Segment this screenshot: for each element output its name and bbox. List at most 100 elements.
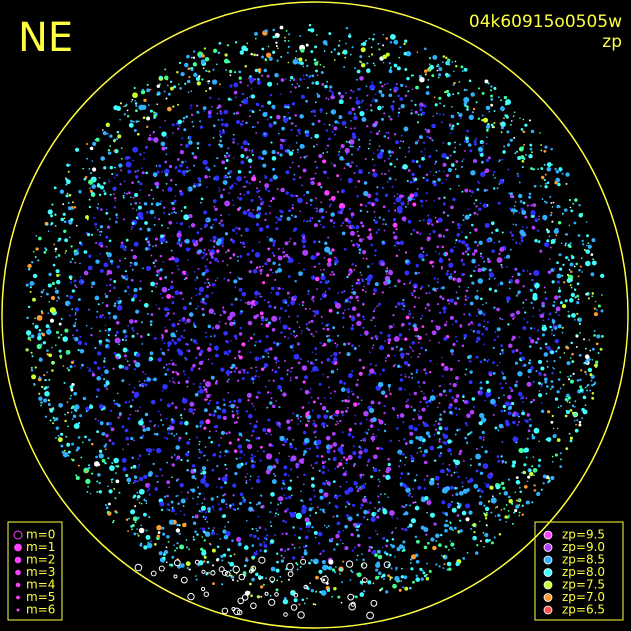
star <box>317 119 321 123</box>
star <box>549 195 552 199</box>
star <box>522 130 526 134</box>
star <box>190 297 193 299</box>
star <box>158 75 163 80</box>
star <box>203 497 206 500</box>
star <box>220 214 223 217</box>
star <box>140 524 143 527</box>
star <box>365 204 368 207</box>
star <box>90 172 93 175</box>
star <box>166 136 168 139</box>
star <box>77 464 80 467</box>
star <box>201 78 204 81</box>
star <box>580 257 583 259</box>
star <box>393 63 398 68</box>
star <box>208 249 210 252</box>
star <box>482 438 485 441</box>
star <box>227 521 230 524</box>
star <box>62 451 69 458</box>
star <box>233 182 236 185</box>
star <box>377 105 382 111</box>
star <box>455 561 460 567</box>
star <box>105 284 108 287</box>
star <box>412 202 417 207</box>
star <box>252 381 255 384</box>
star <box>532 295 538 301</box>
star <box>472 252 476 256</box>
star <box>107 148 111 152</box>
star <box>290 589 296 596</box>
star <box>283 472 288 477</box>
star <box>199 180 202 183</box>
star <box>305 447 308 450</box>
star <box>438 392 443 397</box>
star <box>360 221 363 225</box>
star <box>505 419 509 424</box>
star <box>298 271 303 277</box>
star <box>518 481 521 484</box>
star <box>482 303 484 306</box>
star <box>378 145 381 148</box>
star <box>530 338 535 344</box>
star <box>125 339 128 342</box>
star <box>131 398 134 402</box>
star <box>493 338 496 342</box>
star <box>393 336 400 342</box>
star <box>113 351 117 355</box>
star <box>257 501 261 505</box>
star <box>215 430 218 432</box>
star <box>178 124 181 127</box>
star <box>274 474 277 477</box>
star <box>386 82 389 85</box>
star <box>448 258 451 261</box>
star <box>212 564 215 567</box>
star <box>490 103 494 107</box>
star <box>148 453 150 456</box>
star <box>463 333 468 338</box>
star <box>230 371 233 374</box>
star <box>409 586 412 590</box>
star <box>427 79 430 81</box>
star <box>276 461 279 464</box>
star <box>58 322 62 326</box>
star <box>415 85 419 90</box>
star <box>358 487 360 490</box>
star <box>160 200 163 203</box>
star <box>410 554 417 560</box>
star <box>222 553 227 557</box>
star <box>277 132 280 135</box>
star <box>396 193 399 196</box>
star <box>272 379 275 382</box>
star <box>272 35 276 39</box>
star <box>399 477 402 479</box>
star <box>243 245 246 248</box>
star <box>308 321 311 324</box>
star <box>204 398 207 401</box>
star <box>312 145 316 148</box>
star <box>213 257 219 262</box>
star <box>409 393 411 396</box>
star <box>441 554 443 557</box>
star <box>115 213 118 217</box>
star <box>47 402 51 407</box>
star <box>464 436 467 440</box>
star <box>70 245 73 248</box>
star <box>310 332 313 336</box>
star <box>366 518 369 521</box>
star <box>568 245 572 249</box>
star <box>161 558 164 562</box>
star <box>150 399 156 405</box>
star <box>505 503 508 506</box>
star <box>25 330 32 336</box>
star <box>463 273 465 276</box>
star <box>360 439 363 442</box>
star <box>590 379 593 382</box>
star <box>144 412 149 417</box>
star <box>79 348 85 354</box>
star <box>511 522 514 525</box>
star <box>372 433 375 435</box>
star <box>206 520 209 523</box>
star <box>438 67 443 72</box>
star <box>306 597 308 600</box>
star <box>408 523 413 528</box>
star <box>453 459 456 463</box>
